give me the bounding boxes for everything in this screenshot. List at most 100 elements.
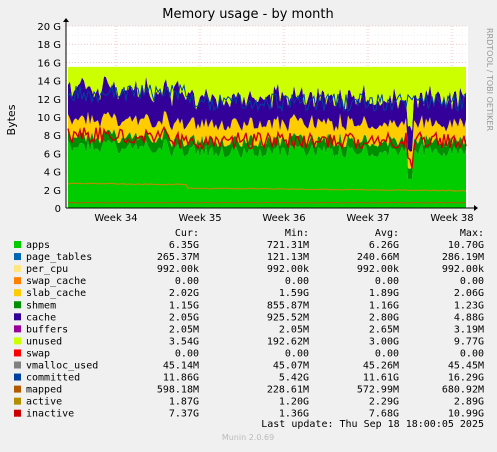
x-axis-arrow — [474, 205, 478, 211]
legend-name: swap — [26, 348, 50, 359]
legend-avg: 1.16G — [369, 300, 399, 311]
legend-swatch — [14, 385, 21, 393]
legend-cur: 598.18M — [157, 385, 199, 396]
legend-min: 925.52M — [267, 312, 309, 323]
legend-max: 992.00k — [442, 264, 484, 275]
legend-min: 2.05M — [279, 324, 309, 335]
legend-name: page_tables — [26, 252, 92, 263]
legend-cur: 0.00 — [175, 276, 199, 287]
legend-name: unused — [26, 336, 62, 347]
legend-row-shmem: shmem 1.15G 855.87M 1.16G 1.23G — [14, 300, 484, 311]
legend-min: 192.62M — [267, 336, 309, 347]
legend-cur: 11.86G — [163, 373, 199, 384]
legend-row-page_tables: page_tables 265.37M 121.13M 240.66M 286.19M — [14, 252, 484, 263]
y-tick-label: 20 G — [37, 22, 61, 33]
legend-name: mapped — [26, 385, 62, 396]
legend-row-swap: swap 0.00 0.00 0.00 0.00 — [14, 348, 484, 359]
legend-name: apps — [26, 240, 50, 251]
y-tick-label: 0 — [55, 204, 61, 215]
legend-max: 0.00 — [460, 276, 484, 287]
legend-avg: 11.61G — [363, 373, 399, 384]
legend-swatch — [14, 397, 21, 405]
y-tick-label: 16 G — [37, 58, 61, 69]
legend-cur: 1.87G — [169, 397, 199, 408]
legend-min: 228.61M — [267, 385, 309, 396]
legend-cur: 45.14M — [163, 361, 199, 372]
legend-name: slab_cache — [26, 288, 86, 299]
legend-min: 121.13M — [267, 252, 309, 263]
legend-avg: 45.26M — [363, 361, 399, 372]
legend-name: vmalloc_used — [26, 361, 98, 372]
legend-max: 45.45M — [448, 361, 484, 372]
legend-min: 1.20G — [279, 397, 309, 408]
y-axis-arrow — [63, 18, 69, 22]
y-tick-label: 4 G — [44, 168, 61, 179]
legend-swatch — [14, 277, 21, 285]
legend-row-inactive: inactive 7.37G 1.36G 7.68G 10.99G — [14, 409, 484, 420]
area-apps — [68, 139, 466, 208]
legend-swatch — [14, 289, 21, 297]
legend-min: 855.87M — [267, 300, 309, 311]
series-lines — [67, 83, 467, 204]
line-inactive — [67, 125, 467, 169]
y-tick-label: 12 G — [37, 95, 61, 106]
legend-row-cache: cache 2.05G 925.52M 2.80G 4.88G — [14, 312, 484, 323]
legend-name: buffers — [26, 324, 68, 335]
x-tick-label: Week 35 — [178, 213, 221, 224]
legend-row-buffers: buffers 2.05M 2.05M 2.65M 3.19M — [14, 324, 484, 335]
axes — [63, 18, 478, 211]
legend-swatch — [14, 241, 21, 248]
legend-avg: 3.00G — [369, 336, 399, 347]
legend-avg: 2.65M — [369, 324, 399, 335]
y-tick-label: 2 G — [44, 186, 61, 197]
legend-row-unused: unused 3.54G 192.62M 3.00G 9.77G — [14, 336, 484, 347]
line-active — [67, 182, 467, 192]
legend-min: 992.00k — [267, 264, 309, 275]
legend-swatch — [14, 301, 21, 309]
legend-min: 0.00 — [285, 276, 309, 287]
legend-max: 2.06G — [454, 288, 484, 299]
legend-row-committed: committed 11.86G 5.42G 11.61G 16.29G — [14, 373, 484, 384]
legend-swatch — [14, 265, 21, 273]
legend-max: 1.23G — [454, 300, 484, 311]
legend-avg: 2.29G — [369, 397, 399, 408]
legend-min: 45.07M — [273, 361, 309, 372]
legend-max: 3.19M — [454, 324, 484, 335]
legend-header-avg: Avg: — [375, 228, 399, 239]
legend-name: inactive — [26, 409, 74, 420]
y-tick-label: 8 G — [44, 131, 61, 142]
legend-avg: 572.99M — [357, 385, 399, 396]
legend-swatch — [14, 409, 21, 417]
legend-name: shmem — [26, 300, 56, 311]
legend-swatch — [14, 373, 21, 381]
legend-min: 5.42G — [279, 373, 309, 384]
legend-cur: 7.37G — [169, 409, 199, 420]
area-shmem — [68, 128, 466, 179]
legend-row-apps: apps 6.35G 721.31M 6.26G 10.70G — [14, 240, 484, 251]
legend-row-per_cpu: per_cpu 992.00k 992.00k 992.00k 992.00k — [14, 264, 484, 275]
x-tick-label: Week 34 — [94, 213, 137, 224]
legend-cur: 6.35G — [169, 240, 199, 251]
legend-max: 2.89G — [454, 397, 484, 408]
y-tick-label: 14 G — [37, 77, 61, 88]
legend-max: 0.00 — [460, 348, 484, 359]
legend-min: 1.59G — [279, 288, 309, 299]
legend-cur: 0.00 — [175, 348, 199, 359]
legend-min: 1.36G — [279, 409, 309, 420]
legend-row-mapped: mapped 598.18M 228.61M 572.99M 680.92M — [14, 385, 484, 396]
legend-min: 0.00 — [285, 348, 309, 359]
legend-cur: 2.05M — [169, 324, 199, 335]
legend-avg: 1.89G — [369, 288, 399, 299]
legend-avg: 6.26G — [369, 240, 399, 251]
legend-swatch — [14, 253, 21, 261]
legend-row-active: active 1.87G 1.20G 2.29G 2.89G — [14, 397, 484, 408]
line-committed — [67, 83, 467, 113]
legend-swatch — [14, 349, 21, 357]
area-cache — [68, 76, 466, 152]
legend-max: 10.99G — [448, 409, 484, 420]
legend-avg: 7.68G — [369, 409, 399, 420]
legend-max: 286.19M — [442, 252, 484, 263]
y-tick-labels: 0 2 G 4 G 6 G 8 G 10 G 12 G 14 G 16 G 18 G 20 G — [37, 22, 61, 215]
